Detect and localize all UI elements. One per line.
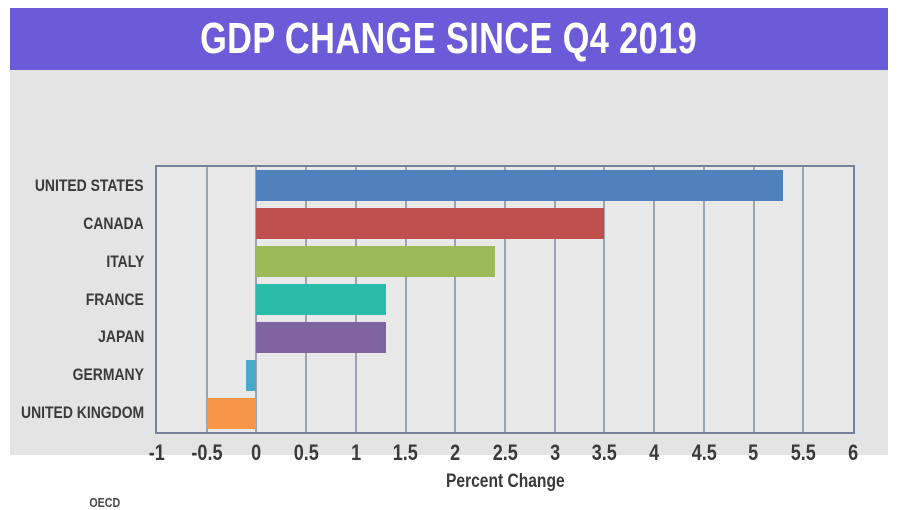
category-label-germany: GERMANY xyxy=(10,360,144,391)
chart-title: GDP CHANGE SINCE Q4 2019 xyxy=(200,14,698,63)
x-tick-label-text: 0.5 xyxy=(293,440,319,465)
x-tick-label-text: 2 xyxy=(450,440,461,465)
category-label-text: ITALY xyxy=(106,251,144,271)
gridline xyxy=(205,167,208,432)
x-axis-title-text: Percent Change xyxy=(445,471,565,492)
chart-canvas: UNITED STATES CANADA ITALY FRANCE JAPAN GERMA… xyxy=(10,70,888,510)
source-label-text: OECD xyxy=(89,495,121,510)
title-bar: GDP CHANGE SINCE Q4 2019 xyxy=(10,8,888,70)
gridline xyxy=(504,167,506,432)
x-tick-label: -1 xyxy=(125,440,189,466)
bar-italy xyxy=(256,246,496,278)
gridline xyxy=(404,167,407,432)
category-label-text: FRANCE xyxy=(85,289,144,309)
bar-france xyxy=(256,284,386,315)
category-label-italy: ITALY xyxy=(10,246,144,277)
gridline xyxy=(752,167,755,432)
bar-germany xyxy=(246,359,257,391)
x-tick-label-text: 1.5 xyxy=(393,440,419,465)
x-axis-title: Percent Change xyxy=(157,471,853,493)
x-tick-label-text: 0 xyxy=(251,440,262,465)
category-label-united-states: UNITED STATES xyxy=(10,170,144,201)
bar-united-kingdom xyxy=(206,397,257,429)
category-label-text: CANADA xyxy=(83,213,144,233)
x-tick-label-text: 1 xyxy=(350,440,361,465)
x-tick-label: 3 xyxy=(523,440,587,466)
category-label-canada: CANADA xyxy=(10,208,144,239)
source-label: OECD xyxy=(86,495,124,510)
x-tick-label: 1 xyxy=(324,440,388,466)
x-tick-label-text: 3 xyxy=(549,440,560,465)
category-label-text: GERMANY xyxy=(72,365,144,385)
x-tick-label-text: 4.5 xyxy=(691,440,717,465)
gridline xyxy=(603,167,606,432)
x-tick-label: 4 xyxy=(622,440,686,466)
category-label-text: UNITED STATES xyxy=(35,175,144,195)
category-label-united-kingdom: UNITED KINGDOM xyxy=(10,398,144,429)
category-label-text: UNITED KINGDOM xyxy=(20,403,144,423)
bar-canada xyxy=(256,208,605,240)
plot-area xyxy=(155,165,855,434)
gridline xyxy=(454,167,457,432)
x-tick-label-text: -1 xyxy=(148,440,166,465)
x-tick-label: 5 xyxy=(722,440,786,466)
x-tick-label-text: -0.5 xyxy=(191,440,223,465)
x-tick-label-text: 6 xyxy=(847,440,859,465)
x-tick-label-text: 5.5 xyxy=(790,440,816,465)
x-tick-label-text: 4 xyxy=(649,440,660,465)
category-label-france: FRANCE xyxy=(10,284,144,315)
gridline xyxy=(653,167,656,432)
gridline xyxy=(702,167,705,432)
bar-united-states xyxy=(256,170,784,202)
category-label-japan: JAPAN xyxy=(10,322,144,353)
gridline xyxy=(553,167,556,432)
x-tick-label: 0 xyxy=(224,440,288,466)
bar-japan xyxy=(256,321,386,353)
x-tick-label-text: 5 xyxy=(748,440,759,465)
x-tick-label-text: 3.5 xyxy=(591,440,617,465)
gridline xyxy=(802,167,805,432)
x-tick-label: 6 xyxy=(821,440,885,466)
category-label-text: JAPAN xyxy=(97,327,144,347)
x-tick-label-text: 2.5 xyxy=(492,440,518,465)
x-tick-label: 2 xyxy=(423,440,487,466)
